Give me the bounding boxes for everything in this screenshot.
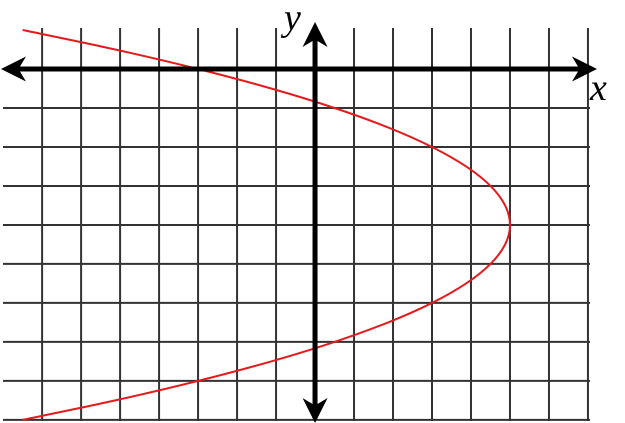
y-axis-label: y xyxy=(280,0,301,39)
x-axis-label: x xyxy=(589,67,607,109)
curve xyxy=(22,29,511,421)
